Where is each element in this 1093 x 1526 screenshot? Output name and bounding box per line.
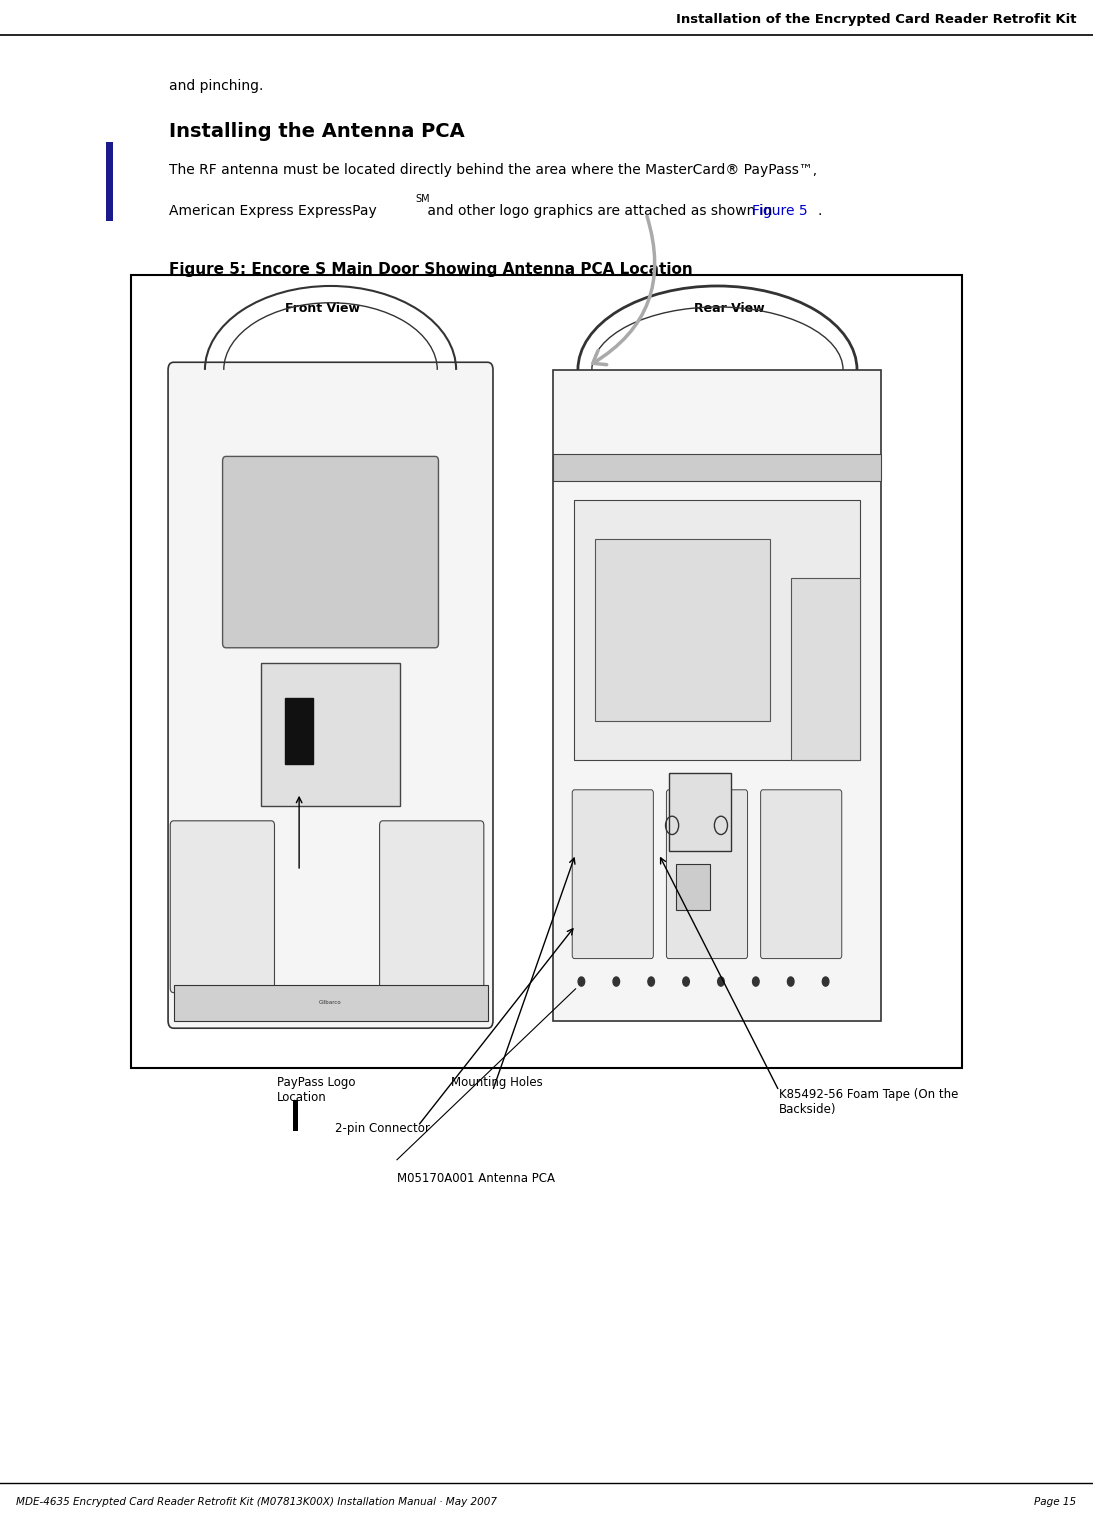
Text: K85492-56 Foam Tape (On the
Backside): K85492-56 Foam Tape (On the Backside): [779, 1088, 959, 1116]
FancyBboxPatch shape: [667, 790, 748, 958]
FancyBboxPatch shape: [575, 501, 860, 760]
Text: Gilbarco: Gilbarco: [319, 1000, 342, 1004]
Text: Installing the Antenna PCA: Installing the Antenna PCA: [169, 122, 466, 140]
FancyBboxPatch shape: [174, 984, 487, 1021]
FancyBboxPatch shape: [106, 142, 113, 221]
Text: Front View: Front View: [284, 302, 360, 316]
FancyBboxPatch shape: [379, 821, 484, 992]
FancyBboxPatch shape: [675, 864, 710, 909]
FancyBboxPatch shape: [761, 790, 842, 958]
Circle shape: [787, 977, 794, 986]
FancyBboxPatch shape: [131, 275, 962, 1068]
FancyBboxPatch shape: [223, 456, 438, 647]
Text: SM: SM: [415, 194, 430, 204]
FancyBboxPatch shape: [596, 539, 769, 722]
Circle shape: [578, 977, 585, 986]
Text: Installation of the Encrypted Card Reader Retrofit Kit: Installation of the Encrypted Card Reade…: [677, 12, 1077, 26]
Circle shape: [718, 977, 725, 986]
Text: Figure 5: Encore S Main Door Showing Antenna PCA Location: Figure 5: Encore S Main Door Showing Ant…: [169, 262, 693, 278]
Text: M05170A001 Antenna PCA: M05170A001 Antenna PCA: [397, 1172, 555, 1186]
Text: American Express ExpressPay: American Express ExpressPay: [169, 204, 377, 218]
Text: .: .: [818, 204, 822, 218]
Text: The RF antenna must be located directly behind the area where the MasterCard® Pa: The RF antenna must be located directly …: [169, 163, 818, 177]
Text: MDE-4635 Encrypted Card Reader Retrofit Kit (M07813K00X) Installation Manual · M: MDE-4635 Encrypted Card Reader Retrofit …: [16, 1497, 497, 1506]
Circle shape: [648, 977, 655, 986]
FancyBboxPatch shape: [669, 774, 731, 852]
FancyBboxPatch shape: [573, 790, 654, 958]
Text: Rear View: Rear View: [694, 302, 765, 316]
Text: and other logo graphics are attached as shown in: and other logo graphics are attached as …: [423, 204, 777, 218]
Text: Page 15: Page 15: [1034, 1497, 1077, 1506]
Text: Figure 5: Figure 5: [752, 204, 808, 218]
FancyBboxPatch shape: [553, 455, 881, 481]
FancyBboxPatch shape: [171, 821, 274, 992]
Text: 2-pin Connector: 2-pin Connector: [334, 1122, 430, 1135]
Circle shape: [683, 977, 690, 986]
Circle shape: [613, 977, 620, 986]
FancyBboxPatch shape: [553, 369, 881, 1021]
Text: Mounting Holes: Mounting Holes: [451, 1076, 543, 1090]
FancyBboxPatch shape: [261, 662, 400, 806]
Text: and pinching.: and pinching.: [169, 79, 263, 93]
FancyArrowPatch shape: [592, 217, 655, 365]
Circle shape: [753, 977, 760, 986]
Text: PayPass Logo
Location: PayPass Logo Location: [277, 1076, 355, 1103]
FancyBboxPatch shape: [293, 1100, 297, 1131]
FancyBboxPatch shape: [168, 362, 493, 1029]
FancyBboxPatch shape: [790, 578, 860, 760]
FancyBboxPatch shape: [285, 699, 313, 763]
Circle shape: [822, 977, 828, 986]
